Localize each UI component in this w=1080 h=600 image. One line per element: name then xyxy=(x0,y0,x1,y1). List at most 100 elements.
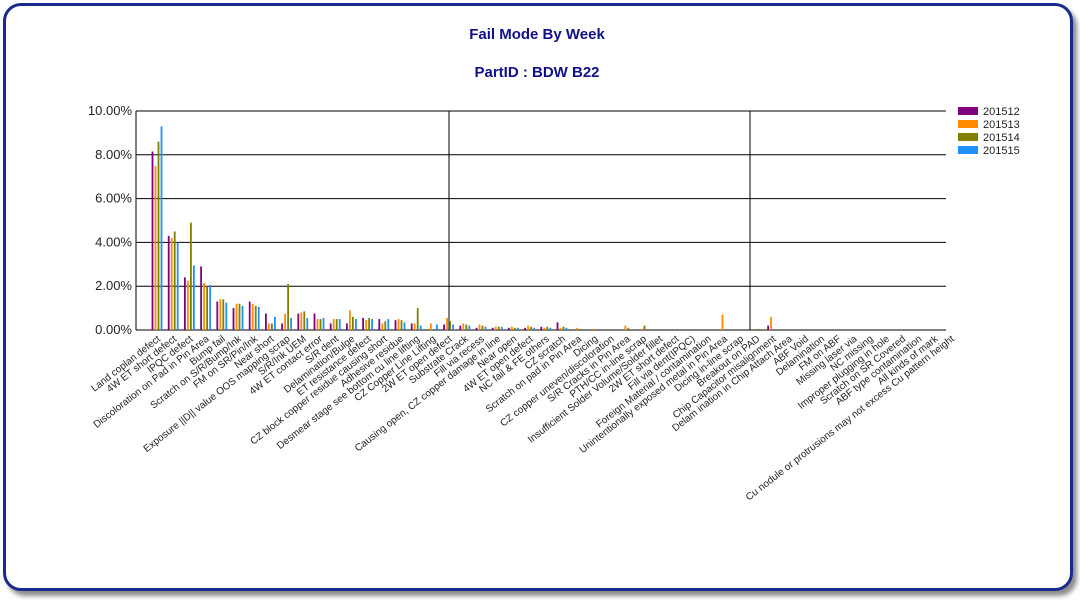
legend-label: 201514 xyxy=(983,132,1020,144)
bar-201512 xyxy=(281,323,283,330)
bar-201515 xyxy=(176,242,179,330)
bar-201512 xyxy=(216,301,219,330)
bar-201514 xyxy=(222,299,225,330)
y-tick-label: 8.00% xyxy=(95,147,132,162)
bar-201514 xyxy=(578,328,581,330)
bar-201514 xyxy=(238,303,241,330)
bar-201513 xyxy=(349,310,351,330)
bar-201512 xyxy=(508,327,510,330)
bar-201514 xyxy=(627,327,630,330)
bar-201514 xyxy=(465,324,468,330)
bar-201515 xyxy=(436,324,438,330)
legend-label: 201515 xyxy=(983,145,1020,157)
bar-201512 xyxy=(410,323,413,330)
bar-201515 xyxy=(338,319,341,330)
bar-201513 xyxy=(543,327,546,330)
chart-subtitle: PartID : BDW B22 xyxy=(474,64,600,81)
bar-201514 xyxy=(643,325,646,330)
bar-201512 xyxy=(491,327,494,330)
bar-201513 xyxy=(527,325,529,330)
bar-201512 xyxy=(151,151,154,330)
legend-swatch xyxy=(958,146,978,154)
bar-201513 xyxy=(624,325,627,330)
bar-201515 xyxy=(468,325,471,330)
bar-201513 xyxy=(640,328,643,330)
bar-201514 xyxy=(481,325,484,330)
bar-201513 xyxy=(397,319,400,330)
bar-201514 xyxy=(254,305,257,330)
bar-201513 xyxy=(592,328,594,330)
bar-201512 xyxy=(459,325,462,330)
bar-201515 xyxy=(533,327,535,330)
bar-201515 xyxy=(193,265,195,330)
legend-swatch xyxy=(958,120,978,128)
bar-201513 xyxy=(203,282,205,330)
bar-201514 xyxy=(319,319,322,330)
bar-201513 xyxy=(446,317,448,330)
bar-201515 xyxy=(160,126,163,330)
bar-201512 xyxy=(767,325,769,330)
bar-201512 xyxy=(232,308,235,330)
bar-201512 xyxy=(394,320,397,330)
bar-201512 xyxy=(167,235,170,330)
bar-201513 xyxy=(494,326,497,330)
bar-201513 xyxy=(300,312,303,330)
bar-201513 xyxy=(332,319,335,330)
bar-201515 xyxy=(322,317,325,330)
bar-201515 xyxy=(371,319,373,330)
bar-201514 xyxy=(287,284,289,330)
bar-201512 xyxy=(443,324,445,330)
y-tick-label: 6.00% xyxy=(95,191,132,206)
bar-201514 xyxy=(352,316,354,330)
bar-201513 xyxy=(770,316,772,330)
bar-201512 xyxy=(556,322,559,330)
bar-201513 xyxy=(219,299,222,330)
bar-201513 xyxy=(365,320,367,330)
bar-201515 xyxy=(209,285,211,330)
bar-201513 xyxy=(381,323,384,330)
bar-201515 xyxy=(500,326,503,330)
bar-201513 xyxy=(170,238,173,330)
bar-201514 xyxy=(400,320,403,330)
y-tick-label: 2.00% xyxy=(95,278,132,293)
bar-201513 xyxy=(721,314,724,330)
bar-201512 xyxy=(265,313,267,330)
bar-201514 xyxy=(546,326,549,330)
bar-201514 xyxy=(271,323,273,330)
bar-201514 xyxy=(206,286,208,330)
bar-201514 xyxy=(157,141,160,330)
bar-201515 xyxy=(306,317,309,330)
y-tick-label: 0.00% xyxy=(95,322,132,337)
bar-201513 xyxy=(284,313,286,330)
bar-201515 xyxy=(484,326,487,330)
bar-201513 xyxy=(187,280,189,330)
bar-201515 xyxy=(403,322,406,330)
bar-201513 xyxy=(462,323,465,330)
bar-201514 xyxy=(514,327,516,330)
bar-201513 xyxy=(478,324,481,330)
bar-201515 xyxy=(274,316,276,330)
bar-201512 xyxy=(346,323,348,330)
bar-201512 xyxy=(297,313,300,330)
bar-201515 xyxy=(355,319,357,330)
bar-201513 xyxy=(559,327,562,330)
legend-swatch xyxy=(958,133,978,141)
bar-201514 xyxy=(173,231,176,330)
bar-201513 xyxy=(251,303,254,330)
bar-201515 xyxy=(549,327,552,330)
bar-201515 xyxy=(452,324,454,330)
bar-201513 xyxy=(511,326,513,330)
bar-201515 xyxy=(241,305,244,330)
bar-201515 xyxy=(517,327,519,330)
bar-201515 xyxy=(387,319,390,330)
bar-201512 xyxy=(362,317,364,330)
y-tick-label: 4.00% xyxy=(95,234,132,249)
y-tick-label: 10.00% xyxy=(88,103,133,118)
bar-201513 xyxy=(430,323,432,330)
bar-201512 xyxy=(248,301,251,330)
bar-201512 xyxy=(200,266,202,330)
legend-label: 201513 xyxy=(983,119,1020,131)
bar-201514 xyxy=(416,308,419,330)
bar-201515 xyxy=(565,327,568,330)
